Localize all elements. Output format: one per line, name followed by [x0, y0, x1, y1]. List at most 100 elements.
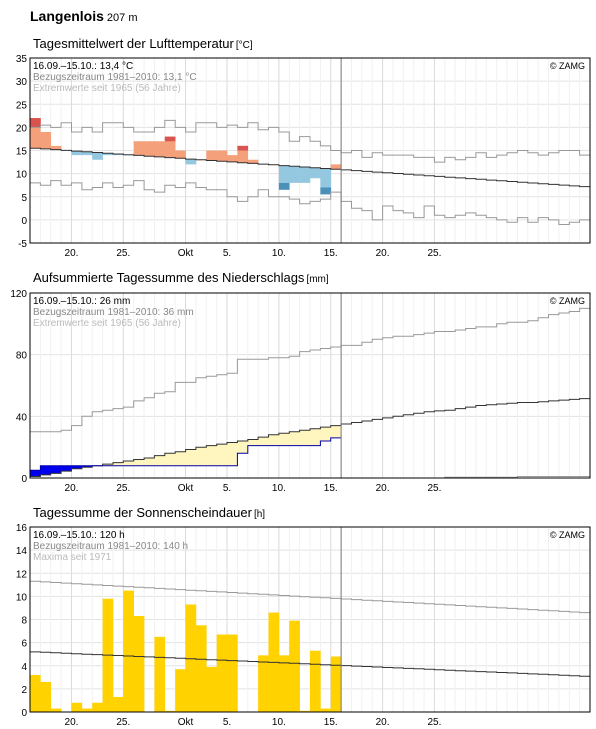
sunshine-bar — [81, 708, 93, 712]
sunshine-bar — [299, 710, 311, 712]
x-tick-label: 5. — [223, 717, 231, 728]
sunshine-bar — [40, 681, 52, 712]
y-tick-label: 10 — [16, 170, 28, 181]
record-cold-bar — [320, 187, 332, 195]
sunshine-bar — [50, 708, 62, 712]
station-elevation: 207 m — [106, 12, 138, 24]
sunshine-bar — [227, 634, 238, 712]
y-tick-label: 120 — [10, 289, 27, 300]
record-cold-bar — [278, 182, 290, 190]
sunshine-bar — [310, 650, 321, 712]
maxima-line — [30, 580, 590, 614]
extreme-max-line — [30, 119, 590, 163]
sunshine-unit: [h] — [253, 509, 266, 520]
normal-line — [30, 147, 590, 188]
sunshine-bar — [164, 710, 176, 712]
x-tick-label: 25. — [116, 483, 130, 494]
precip-deficit-area — [247, 439, 259, 446]
x-tick-label: 20. — [376, 717, 390, 728]
precip-unit: [mm] — [306, 274, 329, 285]
warm-anomaly-bar — [40, 132, 52, 149]
warm-anomaly-bar — [133, 141, 145, 156]
precip-deficit-area — [164, 453, 176, 466]
cold-anomaly-bar — [278, 165, 290, 183]
y-tick-label: 0 — [21, 708, 27, 719]
y-tick-label: 15 — [16, 147, 28, 158]
warm-anomaly-bar — [247, 159, 259, 164]
chart-panel-0: -5 0 5 10 15 20 25 30 35 20. 25. Okt 5. 10. 15. 20. 25. 1… — [16, 54, 591, 259]
sunshine-bar — [330, 656, 342, 712]
precip-title-text: Aufsummierte Tagessumme des Niederschlag… — [33, 270, 305, 285]
sunshine-bar — [216, 634, 228, 712]
precip-deficit-area — [112, 462, 124, 466]
info-line: 16.09.–15.10.: 13,4 °C — [33, 61, 133, 72]
record-warm-bar — [237, 145, 249, 151]
y-tick-label: -5 — [18, 239, 27, 250]
cold-anomaly-bar — [92, 152, 103, 160]
cold-anomaly-bar — [185, 159, 197, 165]
copyright-watermark: © ZAMG — [550, 61, 585, 71]
x-tick-label: 25. — [427, 248, 441, 259]
sunshine-bar — [123, 590, 135, 712]
x-tick-label: 20. — [65, 717, 79, 728]
precip-deficit-area — [195, 447, 207, 466]
x-tick-label: 25. — [427, 717, 441, 728]
sunshine-bar — [195, 625, 207, 712]
sunshine-bar — [133, 616, 145, 712]
warm-anomaly-bar — [206, 150, 217, 161]
cold-anomaly-bar — [112, 153, 124, 156]
extreme-max-line — [30, 307, 590, 433]
info-line: 16.09.–15.10.: 26 mm — [33, 296, 130, 307]
x-tick-label: Okt — [178, 248, 194, 259]
x-tick-label: 25. — [427, 483, 441, 494]
warm-anomaly-bar — [154, 141, 166, 157]
y-tick-label: 5 — [21, 193, 27, 204]
cold-anomaly-bar — [71, 151, 83, 156]
warm-anomaly-bar — [330, 164, 342, 170]
cold-anomaly-bar — [81, 151, 93, 156]
y-tick-label: 4 — [21, 662, 27, 673]
y-tick-label: 80 — [16, 351, 28, 362]
y-tick-label: 0 — [21, 216, 27, 227]
sunshine-bar — [154, 636, 166, 712]
sunshine-bar — [92, 702, 103, 712]
sunshine-bar — [206, 666, 217, 712]
info-line: Maxima seit 1971 — [33, 552, 112, 563]
normal-line — [30, 651, 590, 677]
y-tick-label: 40 — [16, 412, 28, 423]
info-line: 16.09.–15.10.: 120 h — [33, 530, 125, 541]
precip-deficit-area — [144, 457, 155, 466]
chart-panel-1: 0 40 80 120 20. 25. Okt 5. 10. 15. 20. 25. 16.09.–15… — [10, 289, 591, 494]
precip-deficit-area — [320, 427, 332, 441]
info-line: Bezugszeitraum 1981–2010: 36 mm — [33, 307, 194, 318]
precip-chart-title: Aufsummierte Tagessumme des Niederschlag… — [33, 270, 329, 285]
x-tick-label: 20. — [65, 483, 79, 494]
info-line: Extremwerte seit 1965 (56 Jahre) — [33, 318, 181, 329]
x-tick-label: 10. — [272, 717, 286, 728]
y-tick-label: 0 — [21, 474, 27, 485]
precip-deficit-area — [268, 434, 280, 446]
precip-surplus-bar — [50, 465, 62, 474]
precip-deficit-area — [310, 428, 321, 446]
x-tick-label: 20. — [376, 248, 390, 259]
plot-frame — [29, 292, 591, 479]
y-tick-label: 25 — [16, 100, 28, 111]
warm-anomaly-bar — [164, 136, 176, 158]
x-tick-label: 15. — [324, 483, 338, 494]
y-tick-label: 12 — [16, 569, 28, 580]
precip-surplus-bar — [81, 465, 93, 468]
x-tick-label: 25. — [116, 248, 130, 259]
normal-line — [30, 398, 590, 477]
y-tick-label: 20 — [16, 123, 28, 134]
sunshine-title-text: Tagessumme der Sonnenscheindauer — [33, 505, 252, 520]
x-tick-label: 10. — [272, 248, 286, 259]
x-tick-label: 10. — [272, 483, 286, 494]
station-name: Langenlois — [30, 8, 104, 24]
precip-surplus-bar — [40, 465, 52, 475]
extreme-min-line — [30, 180, 590, 225]
x-tick-label: Okt — [178, 483, 194, 494]
temperature-chart-title: Tagesmittelwert der Lufttemperatur [°C] — [33, 36, 253, 51]
x-tick-label: 5. — [223, 248, 231, 259]
cold-anomaly-bar — [289, 166, 300, 183]
